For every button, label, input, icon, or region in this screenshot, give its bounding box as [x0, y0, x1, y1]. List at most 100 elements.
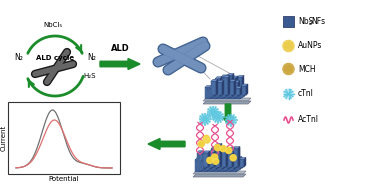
Polygon shape: [242, 159, 244, 168]
Polygon shape: [231, 156, 238, 158]
Polygon shape: [207, 154, 214, 156]
Polygon shape: [210, 161, 212, 170]
Polygon shape: [211, 149, 216, 170]
Polygon shape: [239, 90, 244, 97]
Polygon shape: [218, 147, 220, 168]
Circle shape: [230, 155, 236, 161]
FancyArrow shape: [223, 104, 234, 124]
Circle shape: [220, 146, 226, 152]
Polygon shape: [201, 156, 208, 158]
Circle shape: [283, 40, 294, 52]
Circle shape: [215, 145, 220, 151]
Circle shape: [198, 141, 204, 147]
Circle shape: [207, 157, 213, 163]
Polygon shape: [195, 160, 200, 172]
Polygon shape: [228, 158, 230, 170]
Circle shape: [283, 63, 294, 75]
Polygon shape: [215, 150, 220, 171]
Polygon shape: [223, 158, 230, 160]
Polygon shape: [237, 75, 244, 77]
Polygon shape: [201, 161, 206, 168]
Polygon shape: [214, 86, 216, 97]
Polygon shape: [215, 79, 220, 97]
Polygon shape: [244, 88, 246, 97]
Polygon shape: [221, 77, 226, 97]
Polygon shape: [208, 151, 210, 167]
Polygon shape: [216, 79, 218, 95]
Polygon shape: [227, 152, 234, 154]
Polygon shape: [235, 88, 240, 99]
Polygon shape: [203, 156, 208, 171]
Circle shape: [200, 114, 211, 125]
Text: NbS: NbS: [298, 17, 313, 26]
FancyBboxPatch shape: [283, 16, 294, 27]
Polygon shape: [205, 86, 212, 87]
Polygon shape: [235, 86, 242, 89]
Polygon shape: [205, 161, 212, 163]
Polygon shape: [224, 79, 226, 98]
Polygon shape: [227, 73, 234, 75]
Polygon shape: [201, 159, 208, 161]
Text: N₂: N₂: [14, 54, 23, 63]
Polygon shape: [200, 158, 202, 172]
Polygon shape: [234, 147, 236, 170]
Polygon shape: [209, 150, 216, 152]
Polygon shape: [217, 156, 222, 170]
Circle shape: [208, 107, 218, 118]
Polygon shape: [227, 75, 232, 97]
Polygon shape: [233, 80, 240, 82]
Polygon shape: [227, 159, 234, 161]
Polygon shape: [203, 151, 210, 153]
FancyArrow shape: [100, 59, 140, 70]
Polygon shape: [233, 148, 240, 150]
Polygon shape: [217, 80, 222, 99]
Polygon shape: [225, 154, 230, 168]
Circle shape: [213, 158, 218, 164]
Polygon shape: [207, 87, 214, 89]
Polygon shape: [229, 149, 234, 170]
Text: AcTnI: AcTnI: [298, 116, 319, 125]
Polygon shape: [240, 86, 242, 95]
Circle shape: [212, 154, 218, 160]
Polygon shape: [233, 150, 238, 171]
Polygon shape: [199, 152, 206, 154]
Text: Current: Current: [1, 125, 7, 151]
Polygon shape: [220, 148, 222, 171]
Polygon shape: [205, 163, 210, 170]
Polygon shape: [229, 90, 234, 99]
Polygon shape: [218, 156, 220, 172]
Text: cTnI: cTnI: [298, 89, 314, 98]
Polygon shape: [209, 162, 214, 171]
Polygon shape: [220, 77, 222, 97]
Polygon shape: [231, 76, 238, 78]
Polygon shape: [229, 82, 234, 95]
Polygon shape: [217, 82, 222, 95]
Polygon shape: [202, 151, 204, 171]
Polygon shape: [224, 149, 226, 168]
Polygon shape: [223, 79, 230, 81]
Polygon shape: [193, 174, 246, 177]
Polygon shape: [209, 86, 216, 88]
Polygon shape: [219, 149, 226, 151]
Circle shape: [198, 141, 204, 147]
Polygon shape: [195, 158, 202, 160]
Polygon shape: [219, 79, 226, 82]
Polygon shape: [197, 153, 202, 171]
Polygon shape: [238, 148, 240, 171]
Polygon shape: [237, 161, 242, 168]
Polygon shape: [227, 161, 232, 171]
Circle shape: [220, 146, 226, 152]
Polygon shape: [239, 88, 246, 90]
Circle shape: [284, 89, 293, 99]
Polygon shape: [230, 87, 232, 98]
Polygon shape: [222, 80, 224, 95]
Text: 2: 2: [308, 21, 312, 26]
Polygon shape: [228, 79, 230, 99]
Polygon shape: [206, 159, 208, 168]
Polygon shape: [234, 88, 236, 99]
Polygon shape: [221, 156, 226, 171]
Polygon shape: [220, 144, 222, 167]
Polygon shape: [219, 160, 226, 162]
Polygon shape: [206, 156, 208, 172]
Polygon shape: [203, 98, 251, 101]
